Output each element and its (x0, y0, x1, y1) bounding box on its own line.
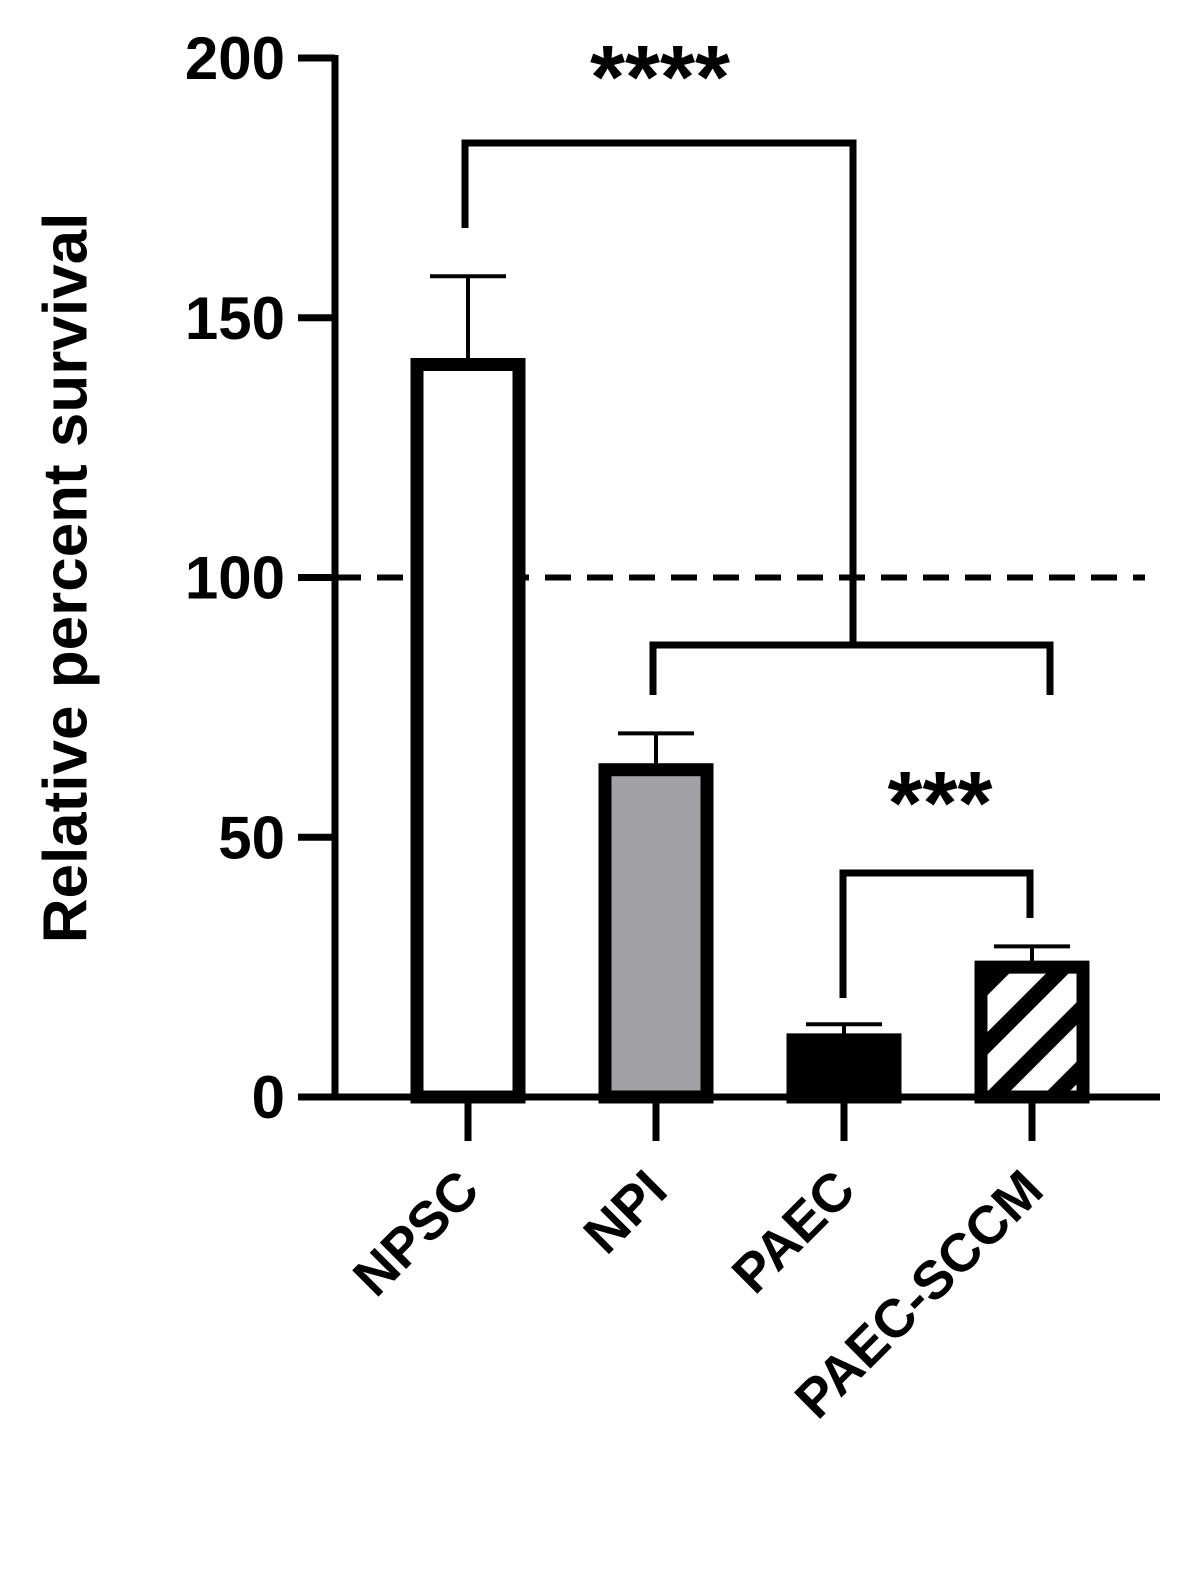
y-axis-title: Relative percent survival (31, 213, 100, 944)
y-tick-label: 150 (185, 285, 285, 352)
significance-label: *** (887, 754, 992, 854)
bar (598, 763, 714, 1104)
y-tick-label: 200 (185, 25, 285, 92)
y-tick-label: 50 (218, 804, 285, 871)
bar (786, 1033, 902, 1104)
significance-label: **** (590, 28, 730, 128)
bar (974, 960, 1090, 1104)
y-tick-label: 0 (252, 1064, 285, 1131)
x-tick-label: PAEC (721, 1159, 867, 1305)
bar (410, 358, 526, 1104)
x-tick-label: NPI (572, 1159, 678, 1265)
significance-brackets (461, 139, 1054, 998)
x-tick-label: NPSC (342, 1159, 491, 1308)
y-tick-label: 100 (185, 545, 285, 612)
